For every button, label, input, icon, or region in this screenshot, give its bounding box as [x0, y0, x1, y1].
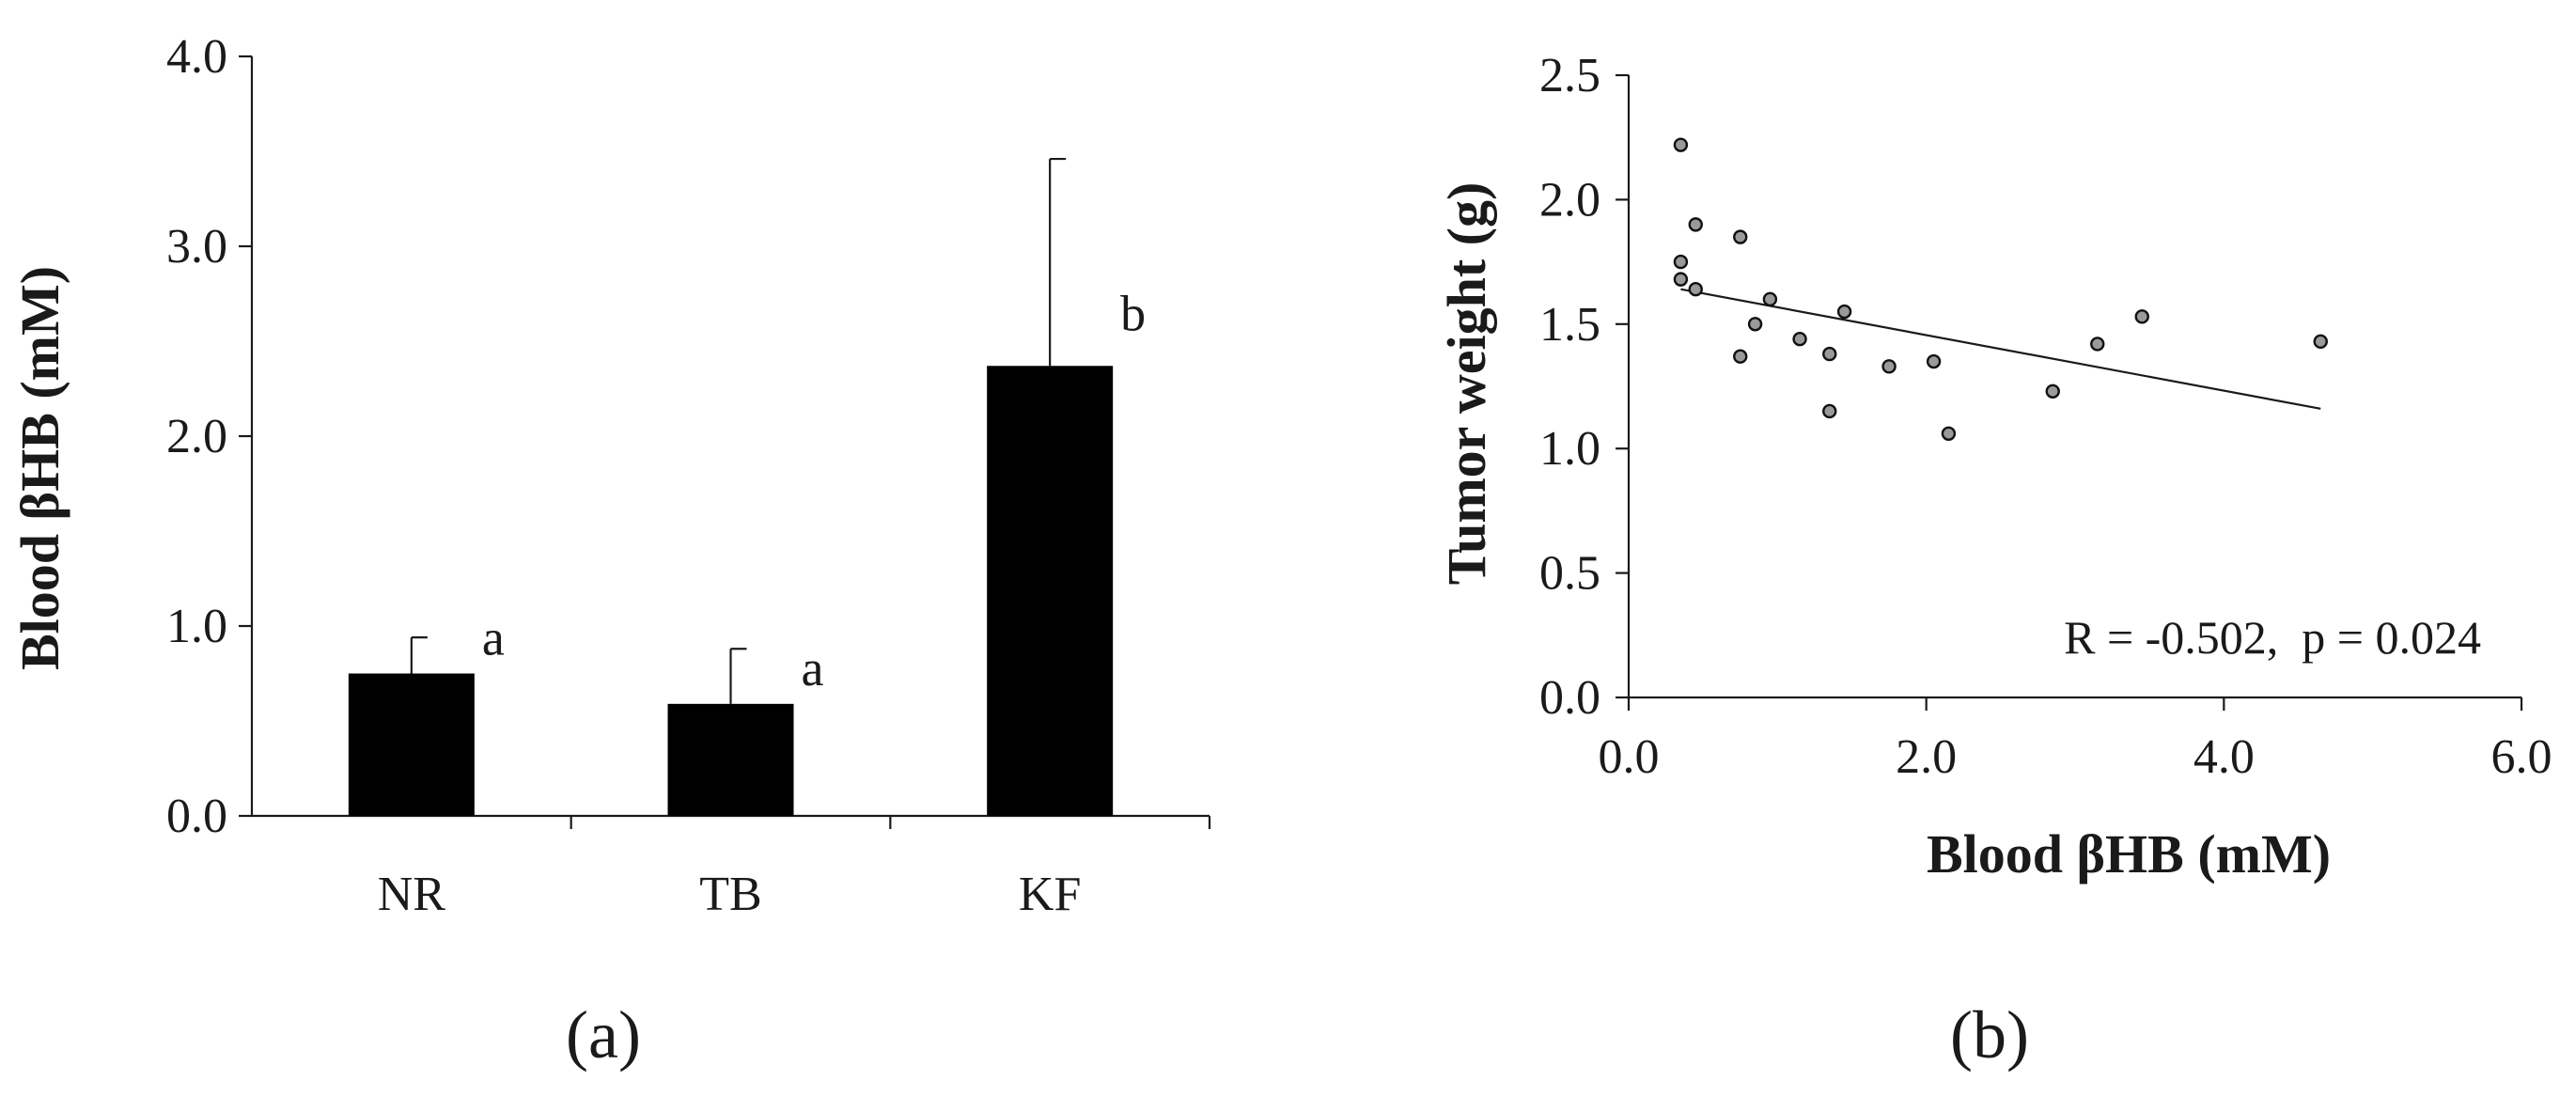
scatter-axes [1627, 75, 2521, 699]
bar-nr [348, 673, 475, 816]
bar-chart-y-tick-label: 4.0 [166, 30, 227, 84]
scatter-point [1747, 317, 1763, 332]
scatter-point [1941, 426, 1957, 442]
bar-chart-panel-label: (a) [566, 997, 641, 1073]
scatter-point [1673, 137, 1689, 152]
scatter-point [1762, 291, 1778, 307]
scatter-correlation-annotation: R = -0.502, p = 0.024 [2064, 611, 2481, 664]
bar-chart-y-tick-label: 2.0 [166, 410, 227, 463]
bar-chart-y-tick-label: 1.0 [166, 600, 227, 653]
bar-significance-letter: a [802, 640, 824, 697]
scatter-x-tick-label: 6.0 [2491, 730, 2553, 784]
scatter-x-axis-title: Blood βHB (mM) [1927, 823, 2331, 885]
scatter-x-ticks: 0.0 2.0 4.0 6.0 [1599, 697, 2553, 784]
scatter-point [2045, 384, 2060, 399]
bar-chart-y-tick-label: 0.0 [166, 790, 227, 843]
scatter-point [2090, 337, 2105, 352]
bar-chart-x-tick-label: TB [699, 868, 761, 921]
bar-chart-y-tick-label: 3.0 [166, 220, 227, 274]
bar-chart-bars: a a b [348, 157, 1146, 816]
scatter-x-tick-label: 2.0 [1896, 730, 1957, 784]
scatter-y-ticks: 0.0 0.5 1.0 1.5 2.0 2.5 [1539, 49, 1629, 725]
scatter-y-tick-label: 0.0 [1539, 671, 1600, 725]
scatter-point [1792, 331, 1807, 347]
scatter-point [1822, 346, 1837, 362]
bar-chart-x-tick-label: KF [1019, 868, 1081, 921]
scatter-x-tick-label: 4.0 [2194, 730, 2255, 784]
bar-tb [667, 703, 794, 816]
scatter-y-tick-label: 1.0 [1539, 422, 1600, 476]
scatter-point [1688, 282, 1703, 297]
scatter-point [2313, 334, 2328, 350]
bar-kf [987, 366, 1114, 816]
scatter-point [1673, 272, 1689, 287]
bar-chart-x-tick-label: NR [378, 868, 446, 921]
scatter-panel-label: (b) [1950, 997, 2029, 1073]
scatter-points [1673, 137, 2328, 442]
scatter-y-tick-label: 2.0 [1539, 173, 1600, 227]
scatter-y-tick-label: 0.5 [1539, 547, 1600, 601]
bar-significance-letter: b [1120, 285, 1146, 341]
scatter-point [1881, 359, 1897, 374]
scatter-y-axis-title: Tumor weight (g) [1436, 182, 1497, 586]
scatter-point [1733, 229, 1748, 244]
scatter-point [1926, 353, 1942, 369]
scatter-point [1733, 349, 1748, 364]
bar-significance-letter: a [482, 610, 505, 666]
scatter-point [1836, 304, 1852, 320]
scatter-point [1822, 403, 1837, 419]
scatter-point [1673, 254, 1689, 270]
bar-chart-y-axis-title: Blood βHB (mM) [9, 266, 70, 670]
scatter-x-tick-label: 0.0 [1599, 730, 1660, 784]
scatter-point [2134, 309, 2149, 324]
scatter-point [1688, 217, 1703, 232]
trendline [1680, 288, 2321, 410]
scatter-y-tick-label: 2.5 [1539, 49, 1600, 102]
bar-chart-y-ticks: 0.0 1.0 2.0 3.0 4.0 [166, 30, 252, 843]
bar-chart-panel: 0.0 1.0 2.0 3.0 4.0 a a b NR TB KF Blood βHB (mM… [9, 30, 1211, 1073]
scatter-plot-panel: 0.0 0.5 1.0 1.5 2.0 2.5 0.0 2.0 4.0 6.0 R = -0.5… [1436, 49, 2553, 1073]
bar-chart-x-labels: NR TB KF [378, 868, 1082, 921]
scatter-y-tick-label: 1.5 [1539, 298, 1600, 352]
